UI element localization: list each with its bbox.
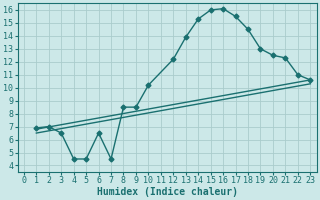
X-axis label: Humidex (Indice chaleur): Humidex (Indice chaleur)	[97, 186, 237, 197]
